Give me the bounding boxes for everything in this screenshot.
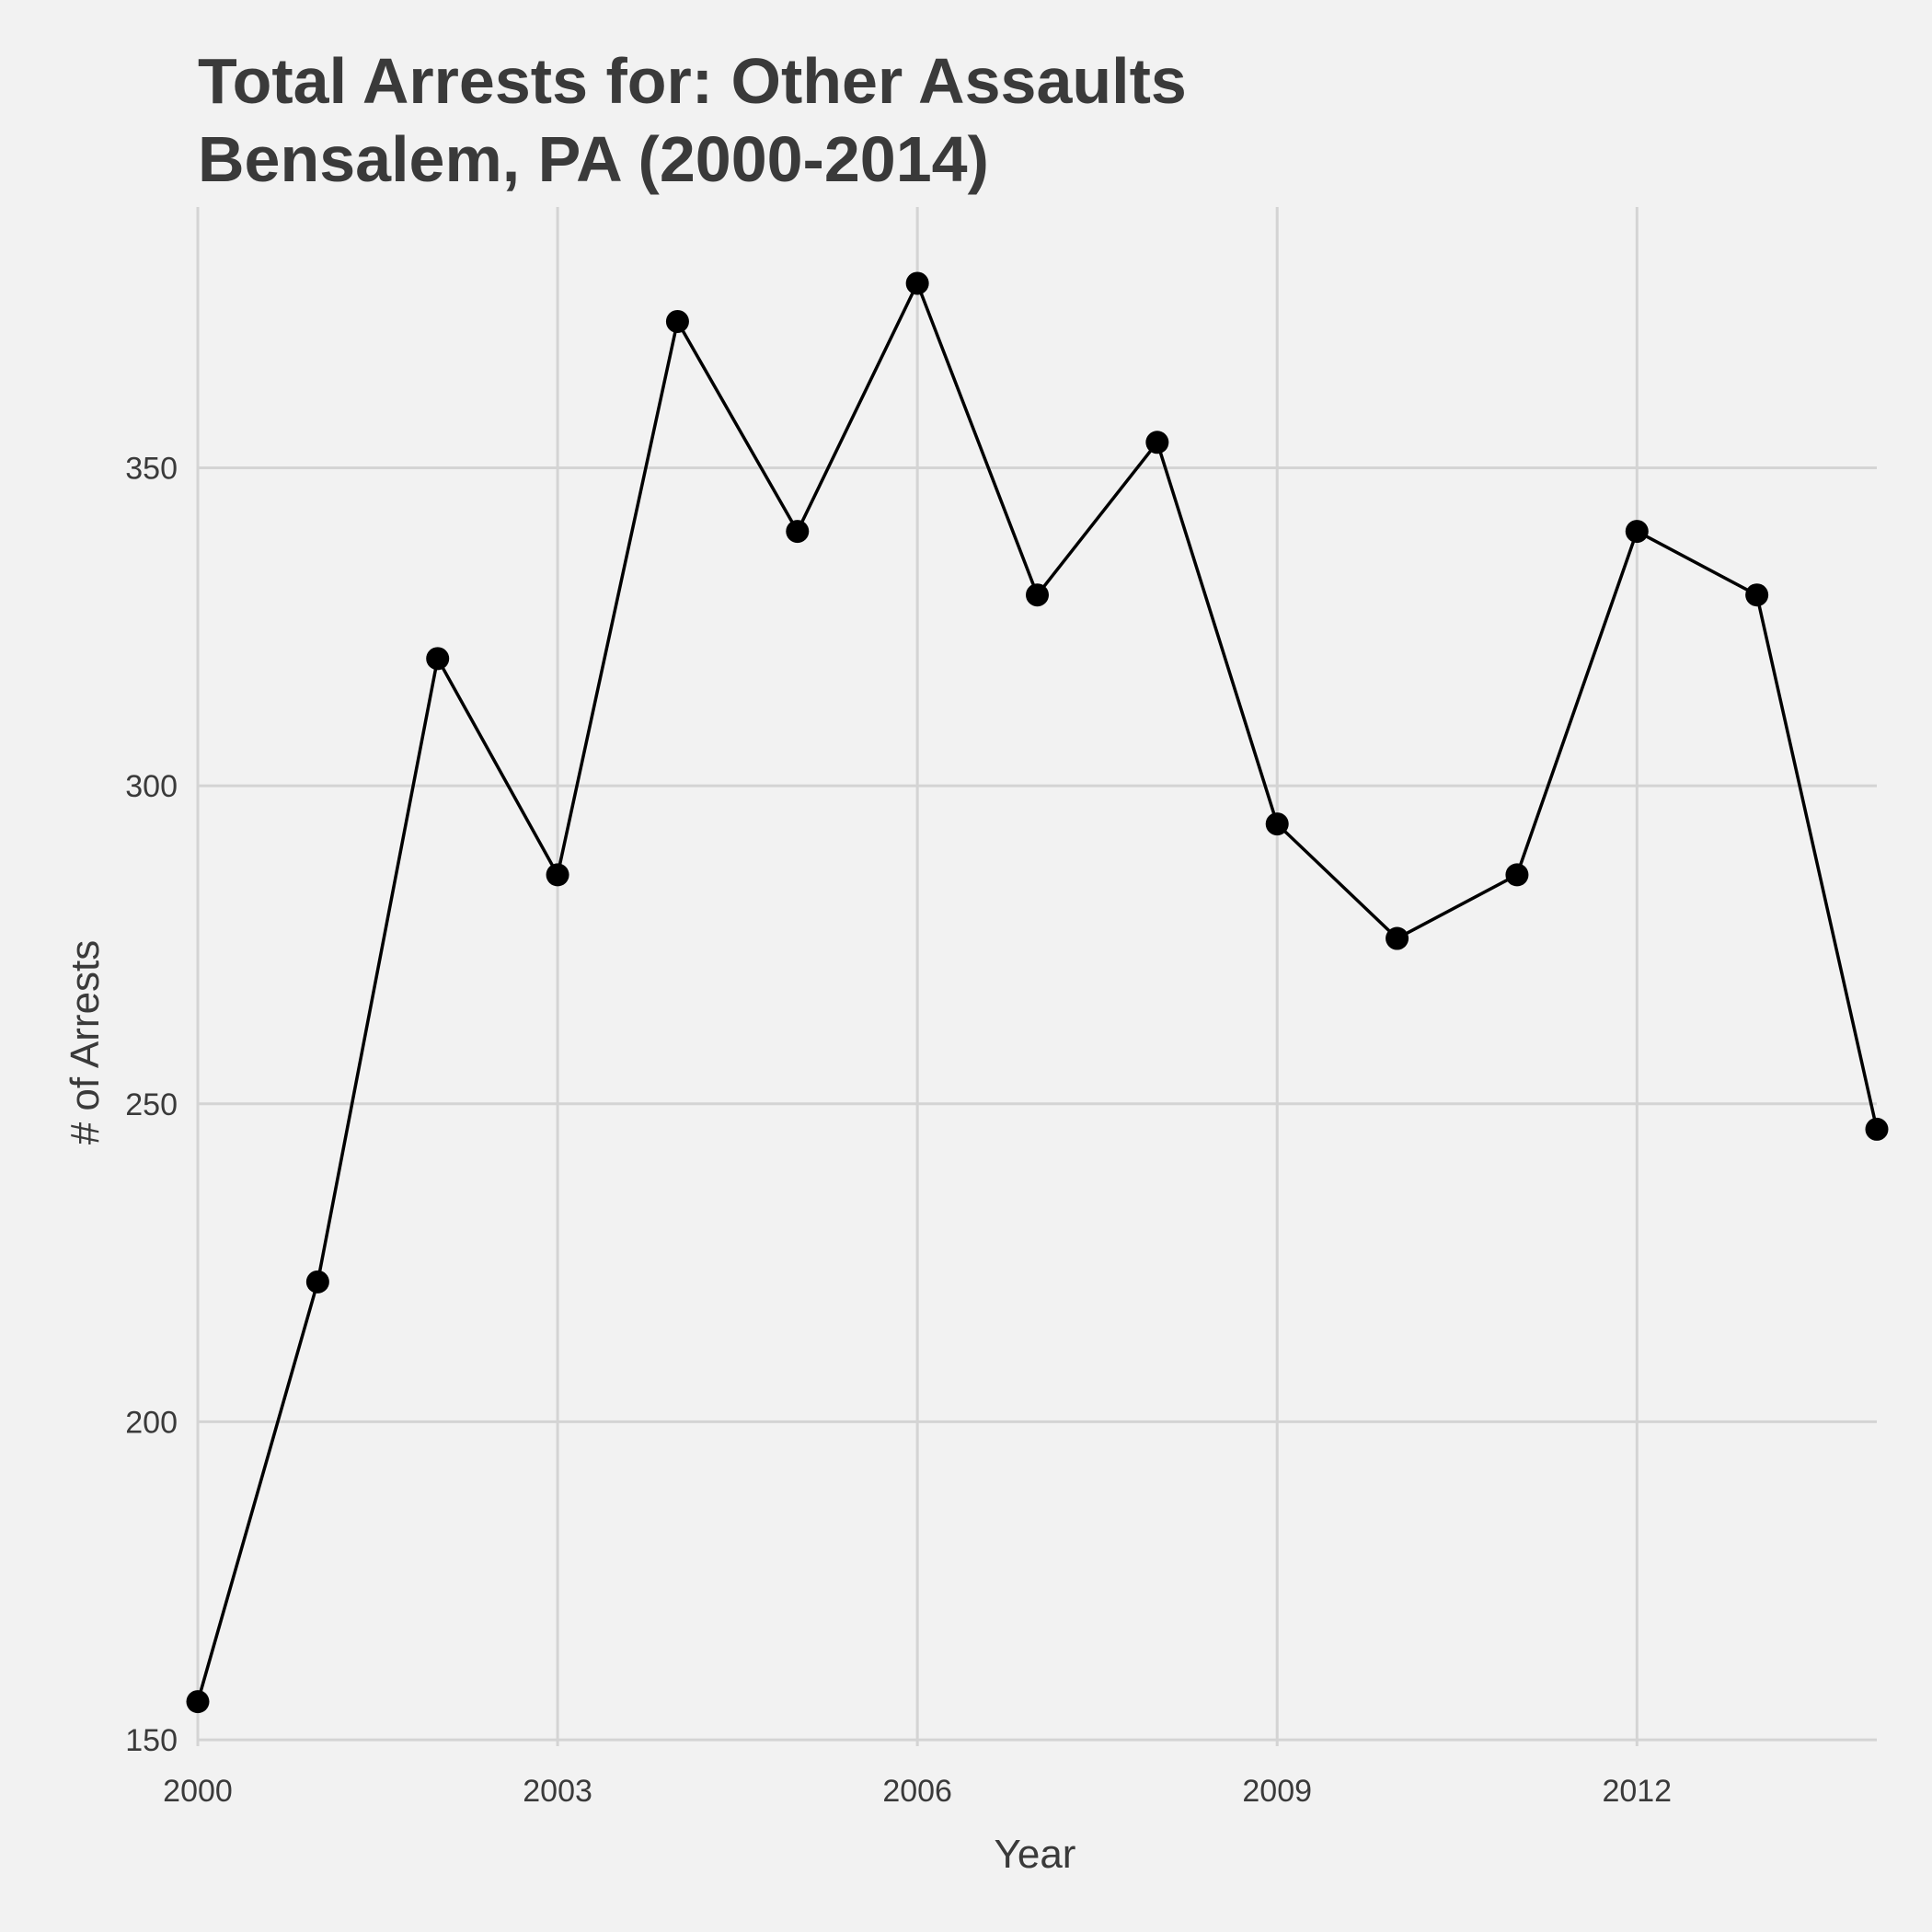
- data-point: [1026, 583, 1049, 607]
- chart-title: Total Arrests for: Other Assaults: [198, 45, 1187, 117]
- y-tick-label: 350: [125, 451, 178, 486]
- data-point: [665, 309, 689, 333]
- axis-tick-labels: 150 200 250 300 350 2000 2003 2006 2009 2012: [125, 451, 1672, 1809]
- data-point: [1145, 431, 1169, 454]
- x-tick-label: 2009: [1242, 1774, 1312, 1809]
- y-tick-label: 300: [125, 769, 178, 804]
- series-line: [196, 282, 1879, 1703]
- x-tick-label: 2006: [882, 1774, 952, 1809]
- x-tick-label: 2003: [523, 1774, 592, 1809]
- gridlines: [196, 207, 1877, 1746]
- y-tick-label: 200: [125, 1405, 178, 1440]
- data-point: [1745, 583, 1769, 607]
- data-point: [1265, 812, 1289, 836]
- x-tick-label: 2012: [1602, 1774, 1672, 1809]
- data-point: [786, 520, 810, 544]
- x-tick-label: 2000: [163, 1774, 233, 1809]
- data-series: [186, 271, 1889, 1714]
- y-tick-label: 150: [125, 1723, 178, 1758]
- data-point: [186, 1690, 210, 1714]
- data-point: [1865, 1117, 1889, 1141]
- y-tick-label: 250: [125, 1087, 178, 1122]
- data-point: [905, 271, 929, 295]
- data-point: [1505, 863, 1529, 887]
- data-point: [426, 647, 450, 671]
- data-point: [1625, 520, 1649, 544]
- data-point: [305, 1270, 329, 1294]
- chart-subtitle: Bensalem, PA (2000-2014): [198, 123, 989, 195]
- data-point: [1386, 926, 1409, 950]
- data-point: [546, 863, 569, 887]
- x-axis-title: Year: [995, 1832, 1076, 1877]
- y-axis-title: # of Arrests: [63, 940, 108, 1145]
